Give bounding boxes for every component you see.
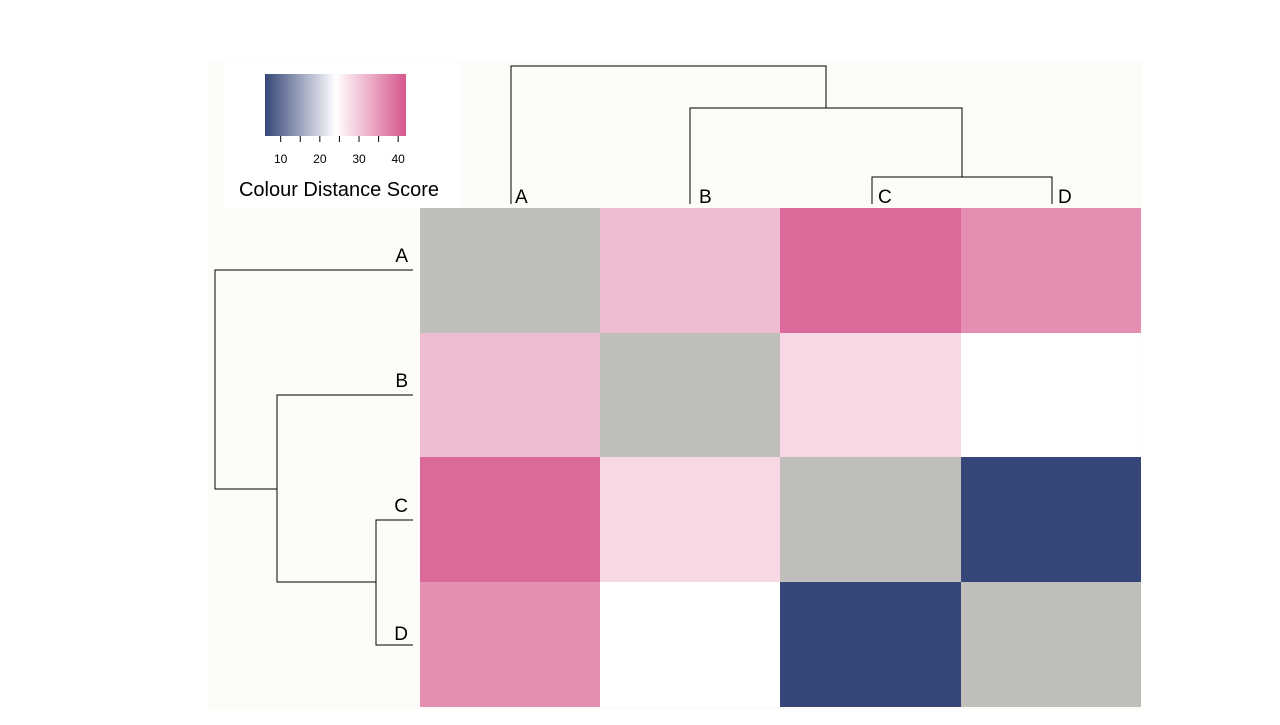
row-label-B: B [395,371,408,392]
heatmap-cell-D-D [961,582,1141,707]
column-label-C: C [878,187,892,208]
heatmap-cell-D-A [420,582,600,707]
heatmap-cell-A-C [780,208,961,333]
row-dendrogram-link-a-bcd [214,269,413,490]
colorbar: 10 20 30 40 Colour Distance Score [239,74,439,201]
colorbar-tick-label: 40 [391,152,405,166]
colorbar-tick-label: 20 [313,152,327,166]
heatmap-cell-B-B [600,333,780,457]
heatmap-cells [420,208,1141,707]
column-label-A: A [515,187,528,208]
heatmap-cell-A-D [961,208,1141,333]
heatmap-cell-D-C [780,582,961,707]
colorbar-tick-label: 10 [274,152,288,166]
column-dendrogram-link-a-bcd [510,65,827,204]
heatmap-cell-C-D [961,457,1141,582]
heatmap-cell-B-D [961,333,1141,457]
row-label-C: C [394,496,408,517]
heatmap-cell-C-A [420,457,600,582]
colorbar-gradient [265,74,406,136]
row-label-D: D [394,624,408,645]
heatmap-cell-A-B [600,208,780,333]
dendrograms [214,65,1053,646]
heatmap-cell-B-C [780,333,961,457]
column-label-B: B [699,187,712,208]
heatmap-cell-C-C [780,457,961,582]
leaf-labels: A B C D A B C D [394,187,1071,645]
heatmap-cell-C-B [600,457,780,582]
row-label-A: A [395,246,408,267]
heatmap-cell-D-B [600,582,780,707]
colorbar-tick-label: 30 [352,152,366,166]
heatmap-cell-A-A [420,208,600,333]
heatmap-cell-B-A [420,333,600,457]
column-label-D: D [1058,187,1072,208]
colorbar-title: Colour Distance Score [239,179,439,201]
